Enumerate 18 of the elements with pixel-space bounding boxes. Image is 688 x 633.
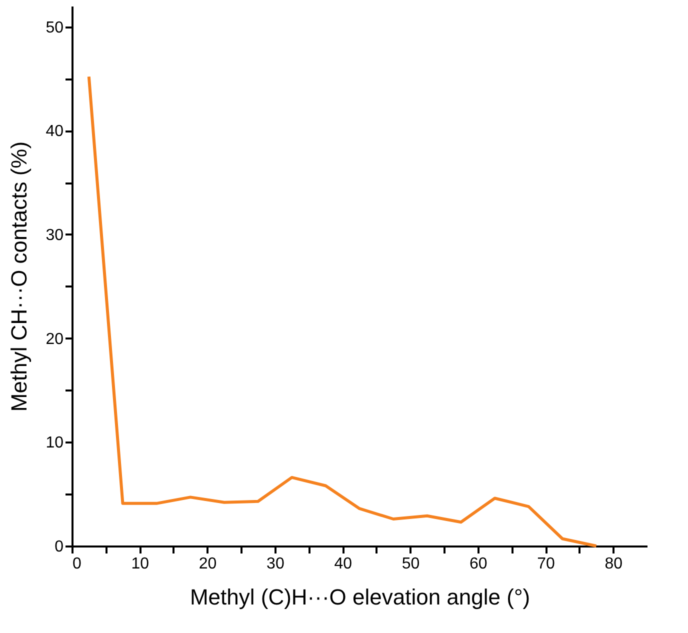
x-tick-label: 0 bbox=[72, 556, 82, 572]
line-series bbox=[87, 75, 598, 548]
x-tick-label: 60 bbox=[469, 556, 488, 572]
y-tick-label: 50 bbox=[46, 19, 64, 36]
x-tick-label: 80 bbox=[604, 556, 623, 572]
y-tick-label: 20 bbox=[46, 330, 64, 348]
y-tick-label: 0 bbox=[54, 538, 64, 556]
x-tick-label: 30 bbox=[266, 556, 284, 572]
y-tick-label: 40 bbox=[46, 123, 64, 140]
x-tick-label: 70 bbox=[537, 556, 556, 572]
x-tick-label: 20 bbox=[198, 556, 217, 572]
x-tick-label: 10 bbox=[131, 556, 150, 572]
y-axis-title: Methyl CH···O contacts (%) bbox=[6, 141, 32, 412]
x-tick-label: 40 bbox=[334, 556, 352, 572]
x-tick-label: 50 bbox=[402, 556, 420, 572]
x-axis-title: Methyl (C)H···O elevation angle (°) bbox=[190, 584, 530, 610]
y-tick-label: 30 bbox=[46, 226, 64, 244]
y-tick-label: 10 bbox=[46, 434, 64, 452]
